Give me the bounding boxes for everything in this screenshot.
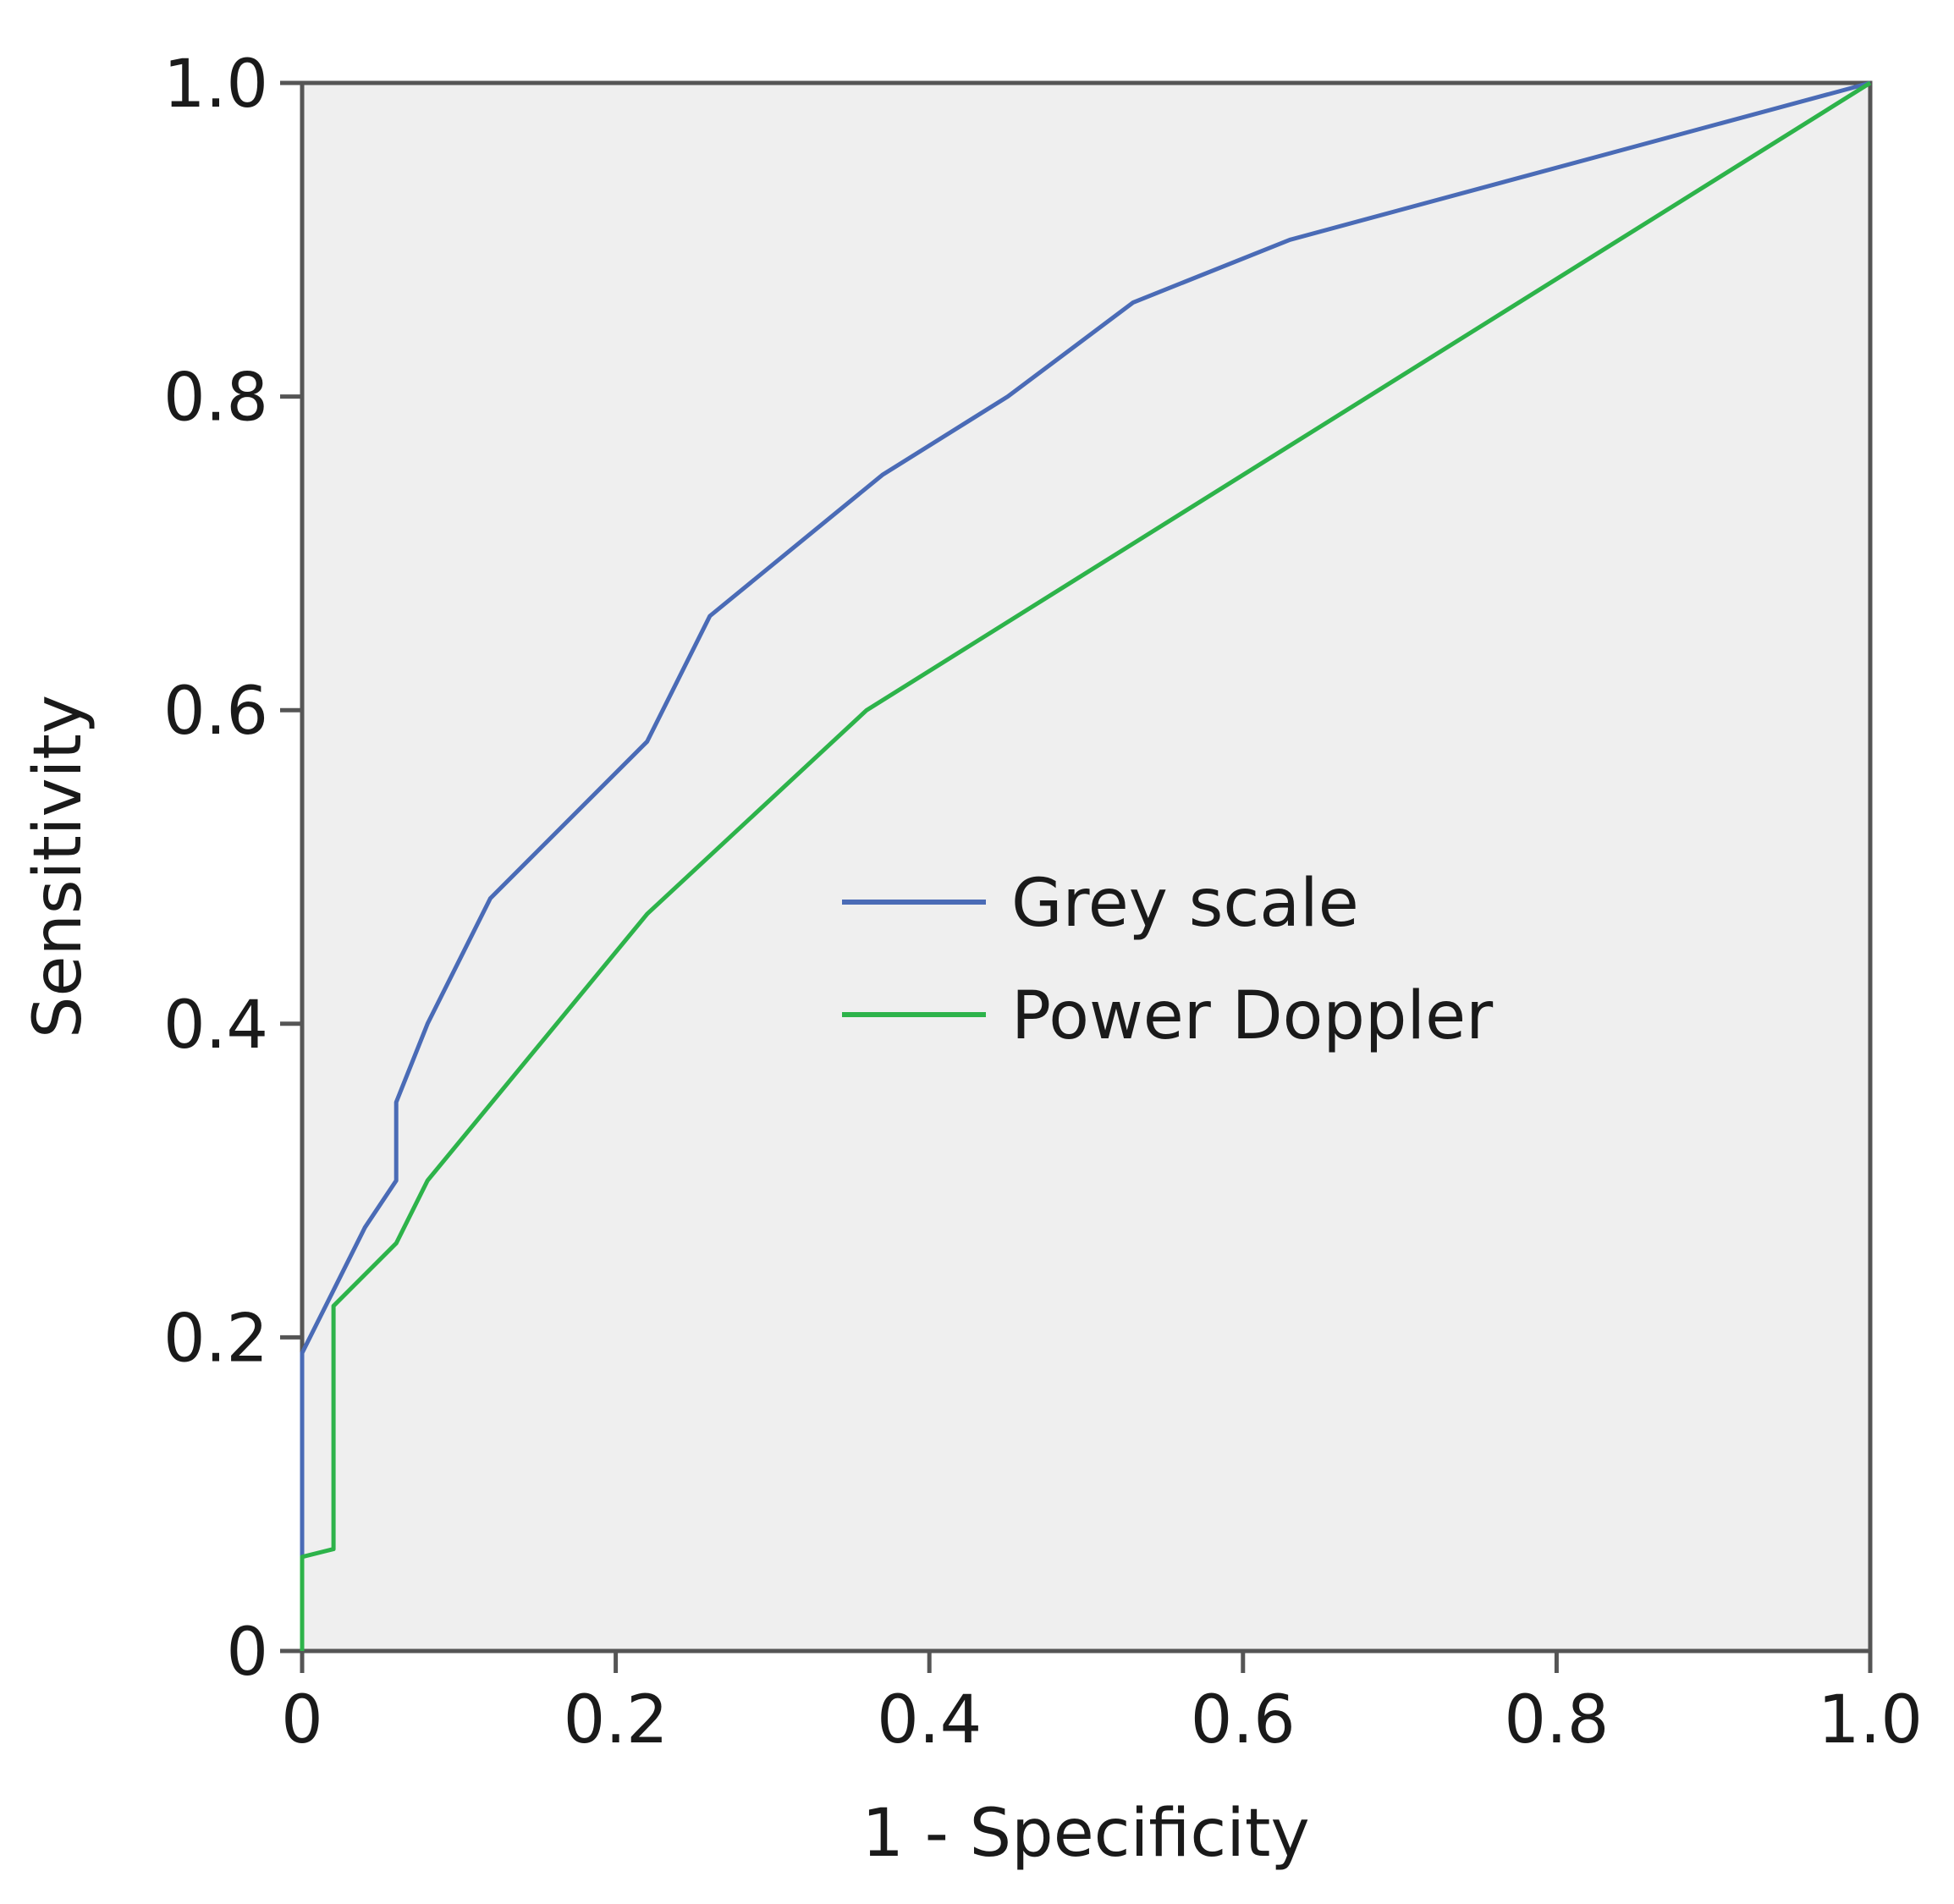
y-tick-label: 0.8 <box>163 360 268 437</box>
y-tick-label: 0.2 <box>163 1301 268 1377</box>
x-tick-label: 0.6 <box>1191 1682 1296 1758</box>
y-axis: 0 0.2 0.4 0.6 0.8 1.0 <box>163 47 302 1691</box>
series-layer <box>300 80 1872 1651</box>
x-tick-label: 0.4 <box>877 1682 982 1758</box>
y-axis-title: Sensitivity <box>20 695 96 1038</box>
x-tick-label: 0.8 <box>1504 1682 1609 1758</box>
plot-area <box>300 80 1873 1654</box>
x-tick-label: 0.2 <box>564 1682 669 1758</box>
y-tick-label: 0.4 <box>163 988 268 1064</box>
legend-label-power-doppler: Power Doppler <box>1011 978 1494 1054</box>
x-axis-title: 1 - Specificity <box>861 1796 1309 1872</box>
y-tick-label: 1.0 <box>163 47 268 123</box>
legend: Grey scale Power Doppler <box>842 866 1494 1054</box>
x-axis: 0 0.2 0.4 0.6 0.8 1.0 <box>281 1651 1923 1758</box>
y-tick-label: 0 <box>226 1615 268 1691</box>
x-tick-label: 1.0 <box>1818 1682 1923 1758</box>
y-tick-label: 0.6 <box>163 674 268 750</box>
legend-label-grey-scale: Grey scale <box>1011 866 1359 942</box>
series-line-power-doppler <box>300 80 1872 1651</box>
series-line-grey-scale <box>300 80 1871 1651</box>
x-tick-label: 0 <box>281 1682 323 1758</box>
